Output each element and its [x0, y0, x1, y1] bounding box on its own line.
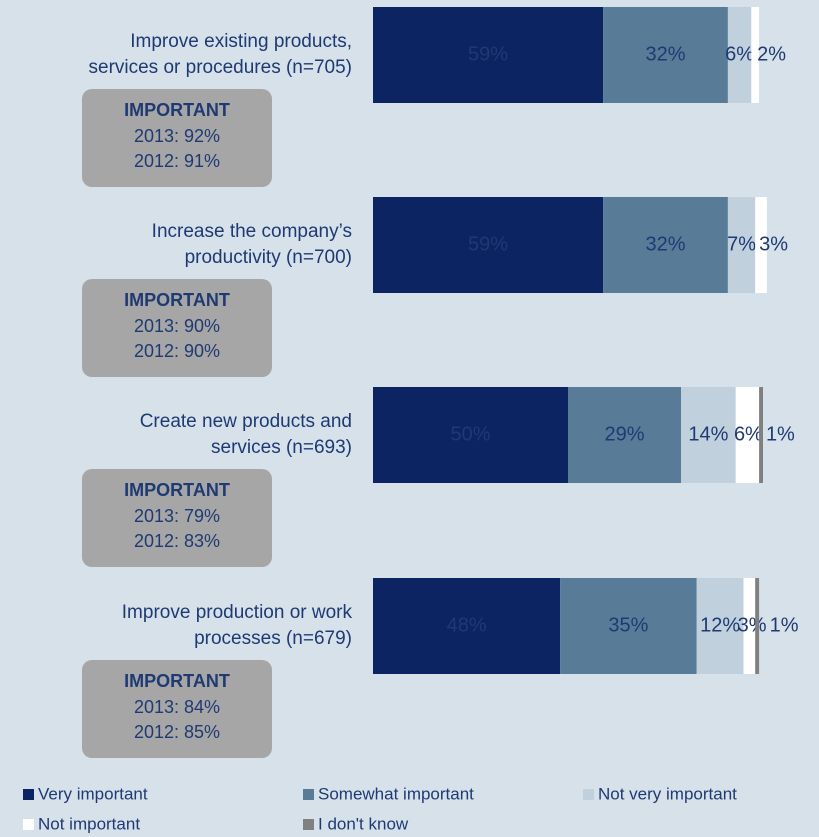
value-label: 32% [645, 233, 685, 255]
legend-swatch [303, 819, 314, 830]
value-label: 32% [645, 43, 685, 65]
legend-swatch [23, 789, 34, 800]
info-box [82, 469, 272, 567]
value-label: 1% [766, 423, 795, 445]
value-label: 59% [468, 43, 508, 65]
info-box-line: 2012: 83% [134, 531, 220, 551]
value-label: 3% [759, 233, 788, 255]
value-label: 6% [734, 423, 763, 445]
info-box [82, 279, 272, 377]
category-label: Create new products and [140, 411, 352, 432]
bar-segment [759, 387, 763, 483]
value-label: 3% [738, 614, 767, 636]
info-box-title: IMPORTANT [124, 480, 230, 500]
value-label: 6% [725, 43, 754, 65]
value-label: 48% [447, 614, 487, 636]
bar-segment [755, 197, 767, 293]
bar-segment [373, 197, 604, 293]
legend-swatch [23, 819, 34, 830]
legend-label: I don't know [318, 814, 409, 833]
bar-segment [735, 387, 760, 483]
value-label: 7% [727, 233, 756, 255]
info-box-title: IMPORTANT [124, 671, 230, 691]
bar-segment [373, 387, 568, 483]
bar-segment [743, 578, 756, 674]
info-box-title: IMPORTANT [124, 100, 230, 120]
bar-segment [727, 7, 752, 103]
legend-swatch [583, 789, 594, 800]
bar-segment [603, 197, 728, 293]
info-box [82, 89, 272, 187]
bar-segment [560, 578, 697, 674]
info-box [82, 660, 272, 758]
legend-label: Very important [38, 784, 148, 803]
category-label: productivity (n=700) [185, 247, 352, 268]
category-label: Improve existing products, [130, 31, 352, 52]
value-label: 35% [608, 614, 648, 636]
bar-segment [603, 7, 728, 103]
bar-segment [755, 578, 760, 674]
legend-label: Not very important [598, 784, 737, 803]
legend-label: Somewhat important [318, 784, 474, 803]
info-box-line: 2013: 79% [134, 506, 220, 526]
info-box-line: 2013: 92% [134, 126, 220, 146]
legend-swatch [303, 789, 314, 800]
info-box-line: 2012: 91% [134, 151, 220, 171]
info-box-line: 2013: 84% [134, 697, 220, 717]
bar-segment [751, 7, 760, 103]
category-label: Improve production or work [122, 602, 353, 623]
bar-segment [681, 387, 736, 483]
category-label: services (n=693) [211, 437, 352, 458]
bar-segment [696, 578, 744, 674]
info-box-title: IMPORTANT [124, 290, 230, 310]
info-box-line: 2013: 90% [134, 316, 220, 336]
value-label: 12% [700, 614, 740, 636]
category-label: processes (n=679) [194, 628, 352, 649]
legend-label: Not important [38, 814, 140, 833]
info-box-line: 2012: 90% [134, 341, 220, 361]
value-label: 50% [450, 423, 490, 445]
info-box-line: 2012: 85% [134, 722, 220, 742]
value-label: 2% [757, 43, 786, 65]
bar-segment [373, 578, 561, 674]
bar-segment [373, 7, 604, 103]
value-label: 29% [605, 423, 645, 445]
value-label: 14% [688, 423, 728, 445]
category-label: Increase the company’s [152, 221, 352, 242]
category-label: services or procedures (n=705) [89, 57, 353, 78]
bar-segment [727, 197, 756, 293]
bar-segment [568, 387, 682, 483]
value-label: 1% [770, 614, 799, 636]
value-label: 59% [468, 233, 508, 255]
